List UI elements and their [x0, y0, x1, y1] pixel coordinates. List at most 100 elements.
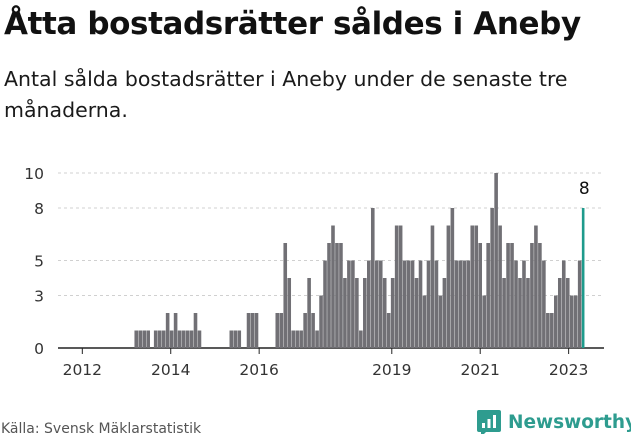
bar — [390, 278, 395, 348]
bar — [522, 260, 526, 348]
bar — [446, 225, 451, 348]
bar — [426, 260, 431, 348]
newsworthy-logo-icon — [477, 410, 501, 434]
bar — [554, 295, 558, 348]
bar — [254, 313, 259, 348]
bar — [502, 278, 506, 348]
x-tick-label: 2012 — [63, 361, 102, 379]
x-tick-label: 2014 — [151, 361, 190, 379]
bar — [146, 330, 150, 348]
bar — [161, 330, 166, 348]
x-tick-label: 2016 — [239, 361, 278, 379]
bar — [169, 330, 174, 348]
bar — [454, 260, 459, 348]
bar — [181, 330, 186, 348]
source-note: Källa: Svensk Mäklarstatistik — [1, 421, 202, 437]
bar — [327, 243, 331, 348]
bar — [394, 225, 399, 348]
bar — [478, 243, 483, 348]
bar — [351, 260, 355, 348]
bar — [569, 295, 574, 348]
bar — [518, 278, 522, 348]
bar — [157, 330, 162, 348]
bar — [466, 260, 471, 348]
bar — [246, 313, 251, 348]
bar — [279, 313, 284, 348]
bar — [378, 260, 383, 348]
bar — [542, 260, 546, 348]
bar — [370, 208, 375, 348]
bar — [193, 313, 198, 348]
bar — [462, 260, 467, 348]
bar — [315, 330, 319, 348]
bar-value-label: 8 — [579, 179, 590, 199]
bar — [442, 278, 447, 348]
bar — [526, 278, 530, 348]
chart-subtitle: Antal sålda bostadsrätter i Aneby under … — [4, 67, 568, 122]
bar — [367, 260, 371, 348]
bar — [546, 313, 550, 348]
bar — [550, 313, 554, 348]
bar — [565, 278, 570, 348]
highlighted-bar — [581, 208, 585, 348]
bar — [319, 295, 323, 348]
bar — [347, 260, 351, 348]
bar — [410, 260, 415, 348]
bar — [311, 313, 315, 348]
bar — [165, 313, 170, 348]
bar — [291, 330, 295, 348]
bar — [510, 243, 514, 348]
bar — [538, 243, 542, 348]
bar — [498, 225, 502, 348]
bar — [339, 243, 343, 348]
x-tick-label: 2019 — [372, 361, 411, 379]
y-tick-label: 5 — [34, 253, 44, 271]
bar — [414, 278, 419, 348]
bar — [138, 330, 143, 348]
y-tick-label: 3 — [34, 288, 44, 306]
bar — [335, 243, 339, 348]
bar — [275, 313, 280, 348]
bar — [185, 330, 190, 348]
bar — [359, 330, 363, 348]
bar — [514, 260, 518, 348]
bar — [470, 225, 475, 348]
bar — [363, 278, 367, 348]
bar — [303, 313, 307, 348]
bar — [177, 330, 182, 348]
bar — [434, 260, 439, 348]
bar — [237, 330, 242, 348]
bar — [406, 260, 411, 348]
bar — [506, 243, 510, 348]
bar — [307, 278, 311, 348]
bar — [250, 313, 255, 348]
bar — [189, 330, 194, 348]
bar — [430, 225, 435, 348]
bar — [355, 278, 359, 348]
bar — [374, 260, 379, 348]
bar — [299, 330, 303, 348]
bar — [173, 313, 178, 348]
brand-logo: Newsworthy — [477, 410, 631, 434]
bar — [438, 295, 443, 348]
x-tick-label: 2021 — [460, 361, 499, 379]
bar — [295, 330, 299, 348]
bar — [482, 295, 486, 348]
bar — [233, 330, 238, 348]
bar — [402, 260, 407, 348]
bar — [573, 295, 578, 348]
bar — [450, 208, 455, 348]
bar — [561, 260, 566, 348]
bar — [534, 225, 538, 348]
x-tick-label: 2023 — [549, 361, 588, 379]
bar — [494, 173, 498, 348]
bar — [287, 278, 292, 348]
bar — [557, 278, 562, 348]
chart-title: Åtta bostadsrätter såldes i Aneby — [4, 6, 581, 42]
bar — [486, 243, 490, 348]
bar — [197, 330, 202, 348]
y-tick-label: 0 — [34, 340, 44, 358]
brand-name: Newsworthy — [508, 411, 631, 433]
bar — [418, 260, 423, 348]
